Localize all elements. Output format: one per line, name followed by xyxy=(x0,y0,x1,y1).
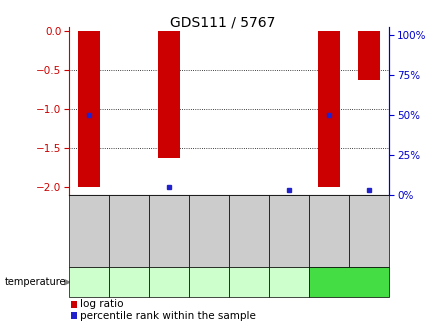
Text: 29°C: 29°C xyxy=(238,278,260,287)
Text: 33°C: 33°C xyxy=(278,278,300,287)
Text: GDS111 / 5767: GDS111 / 5767 xyxy=(170,15,275,29)
Text: temperature: temperature xyxy=(5,277,67,287)
Text: GSM1047: GSM1047 xyxy=(125,211,134,251)
Text: percentile rank within the sample: percentile rank within the sample xyxy=(80,310,256,321)
Text: GSM1046: GSM1046 xyxy=(325,211,334,251)
Text: 15°C: 15°C xyxy=(78,278,100,287)
Text: GSM1043: GSM1043 xyxy=(205,211,214,251)
Text: 25°C: 25°C xyxy=(198,278,220,287)
Text: log ratio: log ratio xyxy=(80,299,124,309)
Text: GSM1055: GSM1055 xyxy=(365,211,374,251)
Text: 36°C: 36°C xyxy=(338,278,360,287)
Bar xyxy=(158,31,180,158)
Bar xyxy=(78,31,100,187)
Text: GSM1044: GSM1044 xyxy=(245,211,254,251)
Text: GSM1042: GSM1042 xyxy=(165,211,174,251)
Text: 17°C: 17°C xyxy=(118,278,140,287)
Text: 21°C: 21°C xyxy=(158,278,180,287)
Bar xyxy=(358,31,380,80)
Text: GSM1041: GSM1041 xyxy=(85,211,93,251)
Bar xyxy=(318,31,340,187)
Text: GSM1045: GSM1045 xyxy=(285,211,294,251)
